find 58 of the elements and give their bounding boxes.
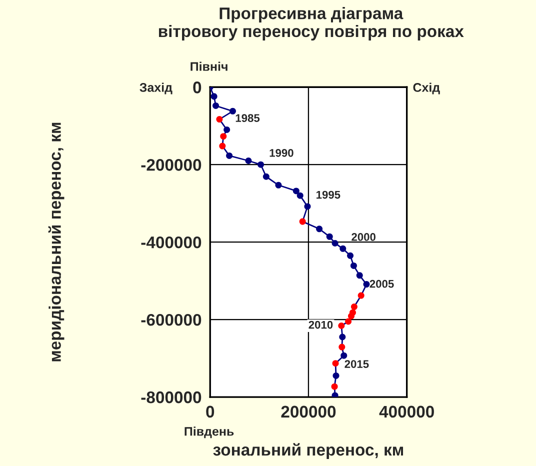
y-tick-label: -600000 xyxy=(141,314,202,326)
point xyxy=(296,192,304,199)
x-tick-label: 0 xyxy=(206,406,214,418)
y-tick-label: 0 xyxy=(193,82,202,94)
point xyxy=(340,245,346,252)
point xyxy=(220,133,227,140)
point xyxy=(304,203,311,210)
point xyxy=(332,240,338,247)
annotation: 2010 xyxy=(308,320,333,329)
point xyxy=(332,372,340,379)
annotation: 2015 xyxy=(344,360,369,368)
point xyxy=(350,262,357,269)
text: Південь xyxy=(184,426,234,438)
point xyxy=(331,383,338,390)
point xyxy=(219,142,226,150)
point xyxy=(224,126,230,134)
point xyxy=(345,318,352,325)
point xyxy=(275,182,282,188)
point xyxy=(348,312,355,320)
point xyxy=(332,360,339,367)
annotation: 1995 xyxy=(316,190,340,199)
point xyxy=(258,161,264,168)
x-tick-label: 400000 xyxy=(379,406,434,418)
annotation: 1990 xyxy=(270,148,294,157)
text: Захід xyxy=(140,82,172,94)
point xyxy=(245,157,252,164)
annotation: 2000 xyxy=(352,233,376,241)
annotation: 2005 xyxy=(370,280,394,288)
point xyxy=(339,334,346,340)
point xyxy=(212,102,220,109)
chart-title: Прогресивна діаграма вітровогу переносу повітря по роках xyxy=(158,6,464,40)
y-tick-label: -800000 xyxy=(141,391,202,404)
point xyxy=(340,352,348,359)
point xyxy=(226,152,233,159)
text: Північ xyxy=(190,62,228,71)
y-axis-title: меридіональний перенос, км xyxy=(48,122,64,362)
point xyxy=(229,108,236,114)
point xyxy=(262,173,270,180)
y-tick-label: -400000 xyxy=(141,236,202,248)
point xyxy=(358,292,364,299)
text: Схід xyxy=(413,82,440,94)
point xyxy=(216,116,223,123)
point xyxy=(210,93,218,100)
x-tick-label: 200000 xyxy=(281,406,336,418)
x-axis-title: зональний перенос, км xyxy=(213,443,404,459)
y-tick-label: -200000 xyxy=(141,159,202,171)
point xyxy=(299,218,306,225)
point xyxy=(350,304,358,310)
point xyxy=(338,322,345,330)
point xyxy=(347,252,354,259)
point xyxy=(356,272,363,279)
point xyxy=(316,226,323,232)
point xyxy=(338,344,346,350)
point xyxy=(292,188,300,194)
point xyxy=(332,392,338,398)
annotation: 1985 xyxy=(236,114,260,122)
point xyxy=(326,233,333,240)
point xyxy=(363,281,370,288)
